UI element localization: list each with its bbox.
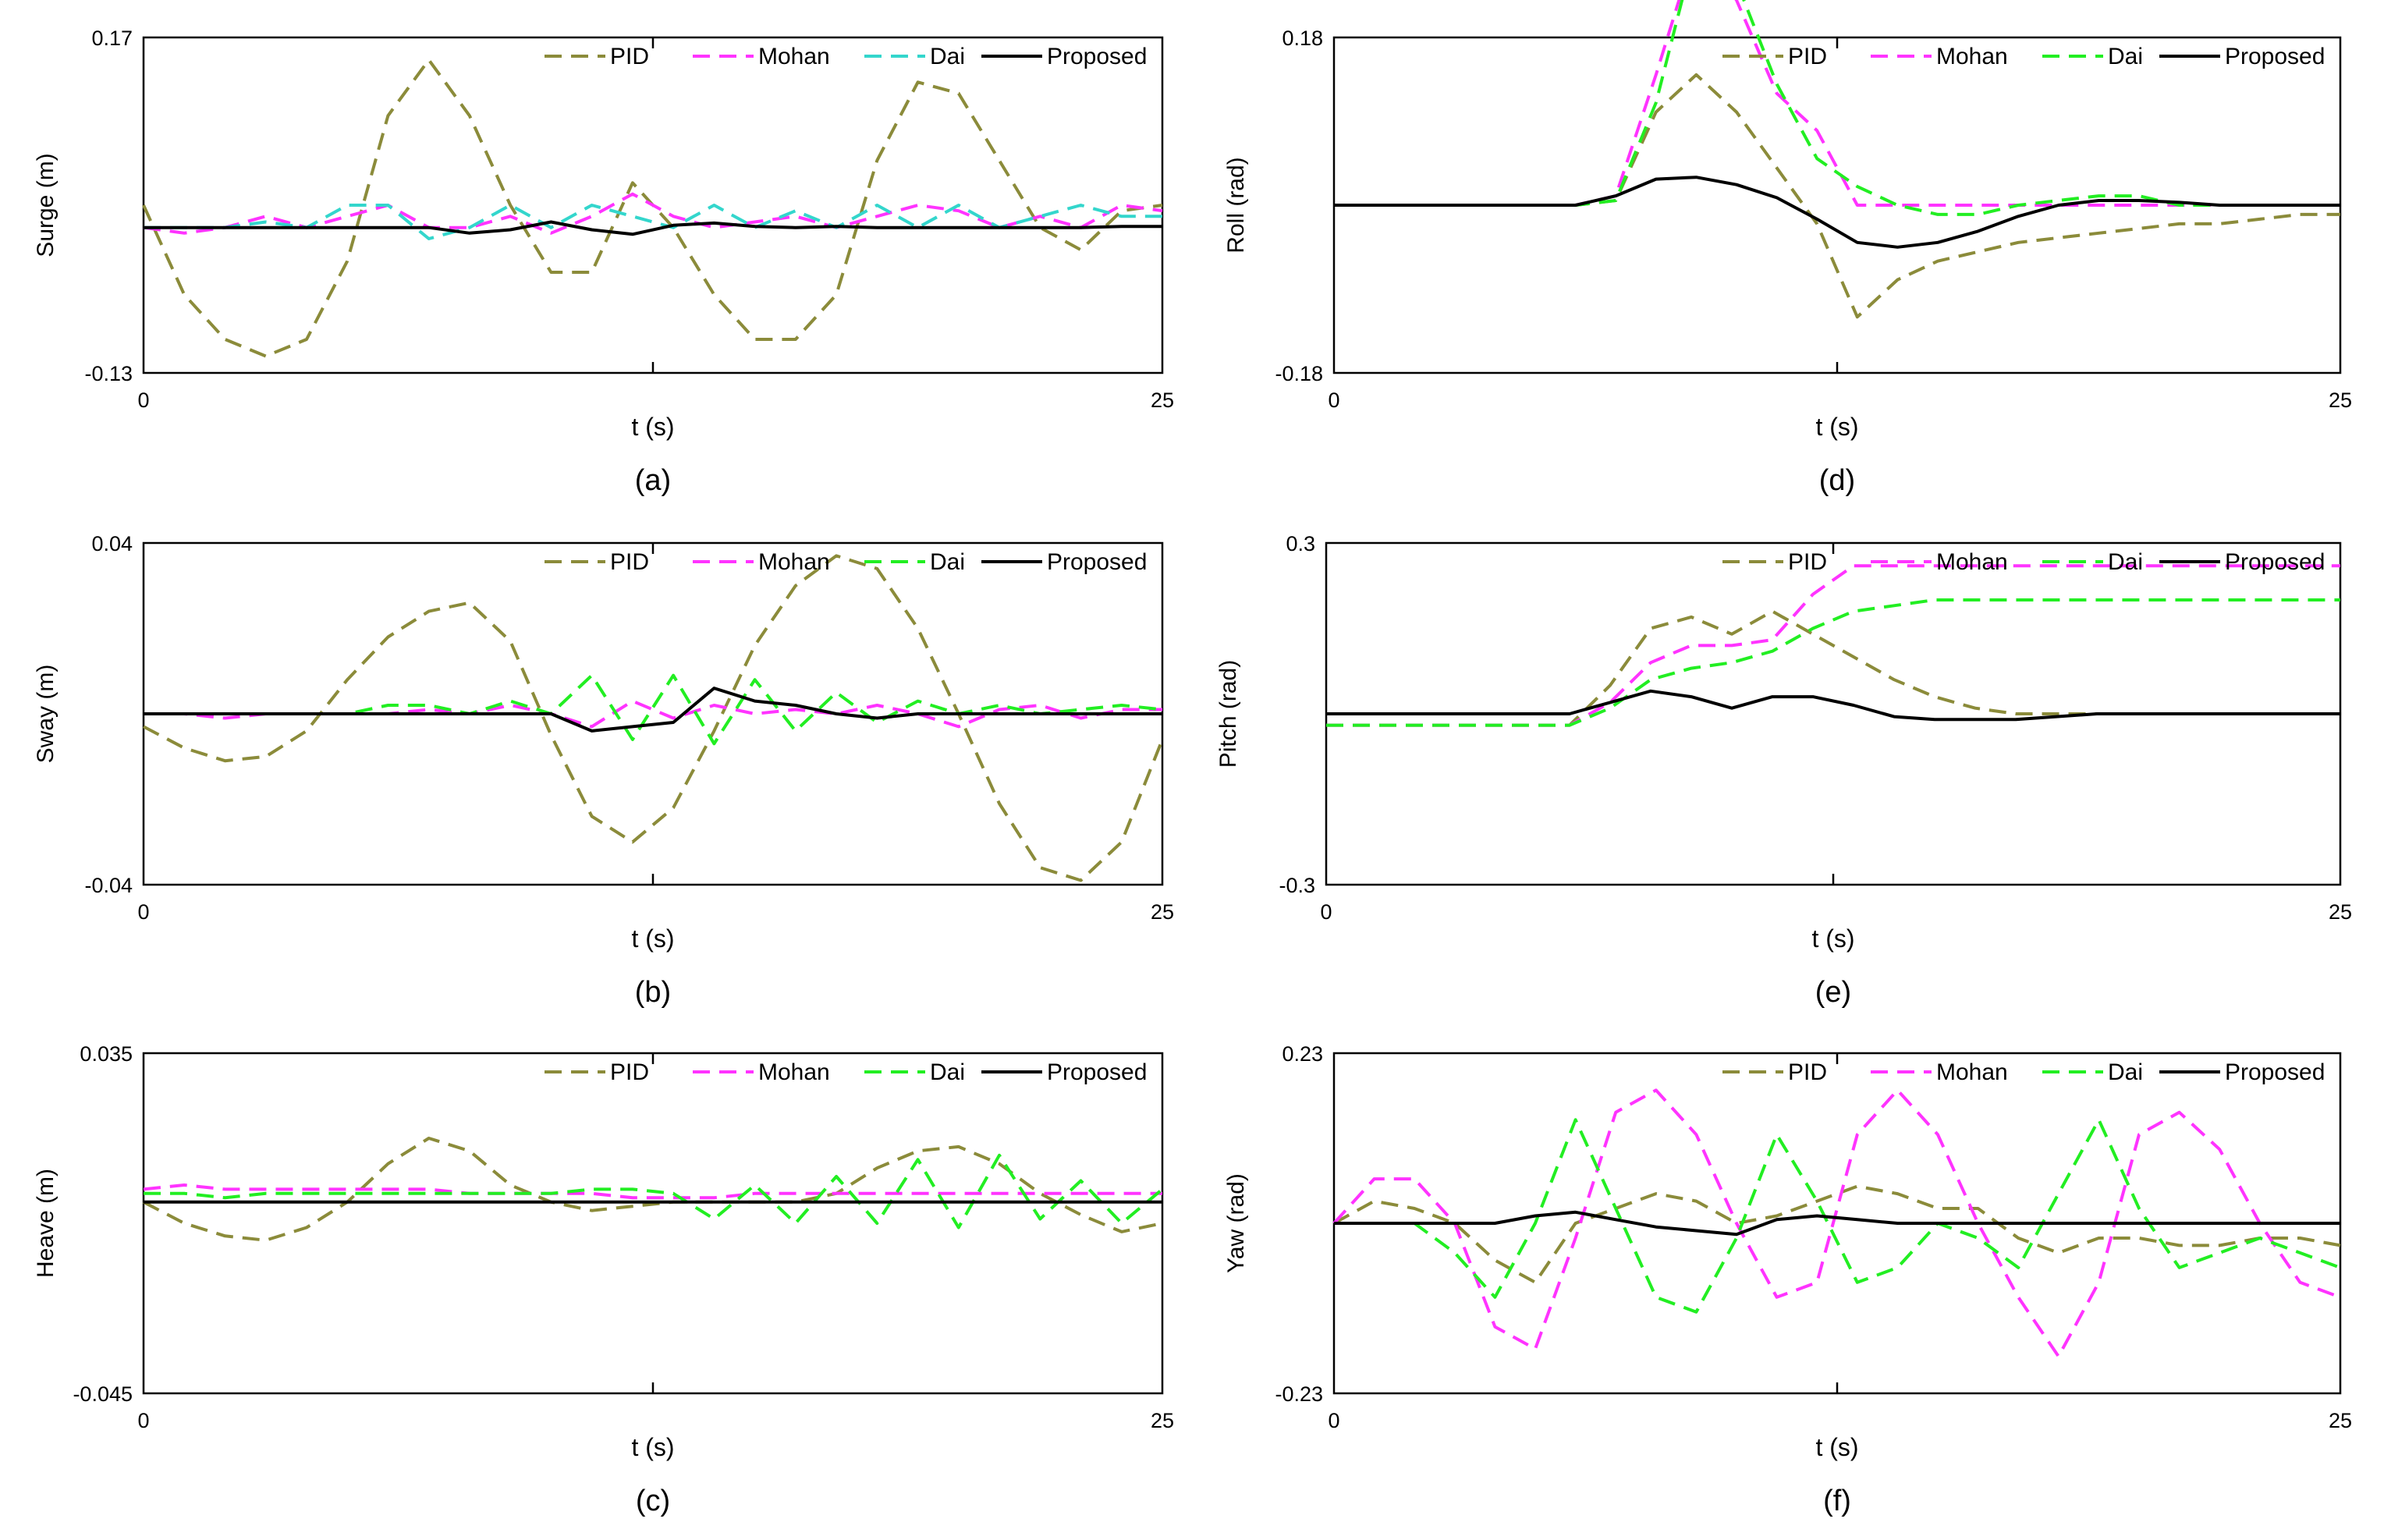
- y-axis-label: Yaw (rad): [1223, 1173, 1249, 1273]
- y-tick-label-bottom: -0.3: [1279, 874, 1315, 897]
- series-line-pid: [1326, 609, 2340, 727]
- x-tick-label-start: 0: [1320, 900, 1332, 924]
- series-line-pid: [142, 58, 1163, 358]
- legend-label-pid: PID: [610, 549, 649, 575]
- x-tick-label-end: 25: [1151, 1409, 1174, 1432]
- series-line-pid: [143, 554, 1164, 882]
- x-tick-label-end: 25: [2329, 1409, 2352, 1432]
- legend-label-pid: PID: [610, 44, 649, 69]
- x-tick-label-end: 25: [1151, 900, 1174, 924]
- x-tick-label-end: 25: [1151, 389, 1174, 412]
- panel-label: (b): [635, 976, 671, 1009]
- y-tick-label-top: 0.3: [1286, 532, 1315, 555]
- legend-label-dai: Dai: [930, 1059, 965, 1085]
- series-line-proposed: [144, 687, 1162, 733]
- legend: PID Mohan Dai Proposed: [1722, 1059, 2325, 1085]
- legend-label-proposed: Proposed: [1047, 44, 1147, 69]
- y-tick-label-bottom: -0.045: [73, 1382, 133, 1406]
- x-tick-label-start: 0: [1328, 1409, 1339, 1432]
- y-axis-label: Surge (m): [33, 153, 59, 257]
- panel-label: (a): [635, 464, 671, 497]
- y-tick-label-bottom: -0.23: [1275, 1382, 1323, 1406]
- y-axis-label: Sway (m): [33, 665, 59, 764]
- legend-label-mohan: Mohan: [1936, 1059, 2008, 1085]
- y-tick-label-top: 0.23: [1282, 1042, 1323, 1066]
- series-line-mohan: [143, 1183, 1162, 1200]
- legend-label-dai: Dai: [930, 549, 965, 575]
- x-tick-label-end: 25: [2329, 900, 2352, 924]
- x-axis-label: t (s): [631, 924, 674, 953]
- legend-label-proposed: Proposed: [1047, 1059, 1147, 1085]
- legend: PID Mohan Dai Proposed: [545, 1059, 1147, 1085]
- y-axis-label: Pitch (rad): [1215, 660, 1241, 768]
- legend-label-dai: Dai: [930, 44, 965, 69]
- x-axis-label: t (s): [631, 1433, 674, 1461]
- panel-label: (f): [1823, 1485, 1851, 1517]
- y-axis-label: Heave (m): [33, 1169, 59, 1278]
- plot-frame: [142, 1052, 1164, 1395]
- y-tick-label-bottom: -0.04: [84, 874, 133, 897]
- y-tick-label-top: 0.04: [91, 532, 133, 555]
- legend-label-proposed: Proposed: [2225, 549, 2325, 575]
- legend: PID Mohan Dai Proposed: [545, 549, 1147, 575]
- panel-label: (e): [1815, 976, 1851, 1009]
- legend-label-pid: PID: [1788, 1059, 1827, 1085]
- legend-label-dai: Dai: [2108, 549, 2143, 575]
- series-line-dai: [144, 204, 1162, 240]
- panel-d: 0.18 -0.180 25 t (s) Roll (rad) (d) PID Mohan Da…: [1223, 0, 2352, 497]
- series-line-proposed: [1334, 1210, 2340, 1237]
- y-tick-label-top: 0.035: [80, 1042, 133, 1066]
- y-axis-label: Roll (rad): [1223, 157, 1249, 253]
- legend-label-pid: PID: [1788, 44, 1827, 69]
- legend-label-proposed: Proposed: [2225, 44, 2325, 69]
- series-line-proposed: [144, 220, 1162, 236]
- x-axis-label: t (s): [1811, 924, 1854, 953]
- x-tick-label-start: 0: [137, 900, 149, 924]
- panel-label: (c): [636, 1485, 670, 1517]
- y-tick-label-bottom: -0.18: [1275, 362, 1323, 385]
- series-line-dai: [1334, 0, 2340, 216]
- legend-label-dai: Dai: [2108, 1059, 2143, 1085]
- x-tick-label-start: 0: [1328, 389, 1339, 412]
- legend-label-mohan: Mohan: [1936, 44, 2008, 69]
- x-tick-label-start: 0: [137, 1409, 149, 1432]
- legend-label-pid: PID: [1788, 549, 1827, 575]
- legend-label-pid: PID: [610, 1059, 649, 1085]
- x-tick-label-end: 25: [2329, 389, 2352, 412]
- legend-label-dai: Dai: [2108, 44, 2143, 69]
- series-line-mohan: [1332, 1088, 2341, 1358]
- panel-b: 0.04-0.040 25t (s)Sway (m)(b)PID Mohan Dai P…: [33, 532, 1174, 1009]
- legend: PID Mohan Dai Proposed: [1722, 549, 2325, 575]
- legend: PID Mohan Dai Proposed: [1722, 44, 2325, 69]
- x-tick-label-start: 0: [137, 389, 149, 412]
- panel-e: 0.3 -0.30 25 t (s) Pitch (rad) (e) PID Mohan Dai…: [1215, 532, 2352, 1009]
- legend-label-mohan: Mohan: [1936, 549, 2008, 575]
- legend-label-mohan: Mohan: [758, 549, 830, 575]
- legend-label-proposed: Proposed: [1047, 549, 1147, 575]
- series-line-dai: [144, 1153, 1164, 1230]
- x-axis-label: t (s): [1815, 1433, 1858, 1461]
- y-tick-label-bottom: -0.13: [84, 362, 133, 385]
- panel-label: (d): [1819, 464, 1855, 497]
- legend-label-proposed: Proposed: [2225, 1059, 2325, 1085]
- series-line-proposed: [1334, 176, 2340, 249]
- series-line-pid: [1333, 1184, 2341, 1284]
- legend: PID Mohan Dai Proposed: [545, 44, 1147, 69]
- series-line-proposed: [1326, 689, 2340, 722]
- legend-label-mohan: Mohan: [758, 1059, 830, 1085]
- panel-f: 0.23 -0.230 25 t (s) Yaw (rad) (f) PID Mohan Dai…: [1223, 1042, 2352, 1517]
- panel-a: 0.17 -0.130 25 t (s) Surge (m) (a) PID Mohan Dai…: [33, 27, 1174, 497]
- series-line-pid: [1334, 73, 2340, 319]
- x-axis-label: t (s): [631, 413, 674, 441]
- series-line-pid: [143, 1137, 1163, 1242]
- x-axis-label: t (s): [1815, 413, 1858, 441]
- y-tick-label-top: 0.17: [91, 27, 133, 50]
- series-line-dai: [1334, 1118, 2341, 1314]
- legend-label-mohan: Mohan: [758, 44, 830, 69]
- series-line-dai: [1326, 598, 2340, 727]
- y-tick-label-top: 0.18: [1282, 27, 1323, 50]
